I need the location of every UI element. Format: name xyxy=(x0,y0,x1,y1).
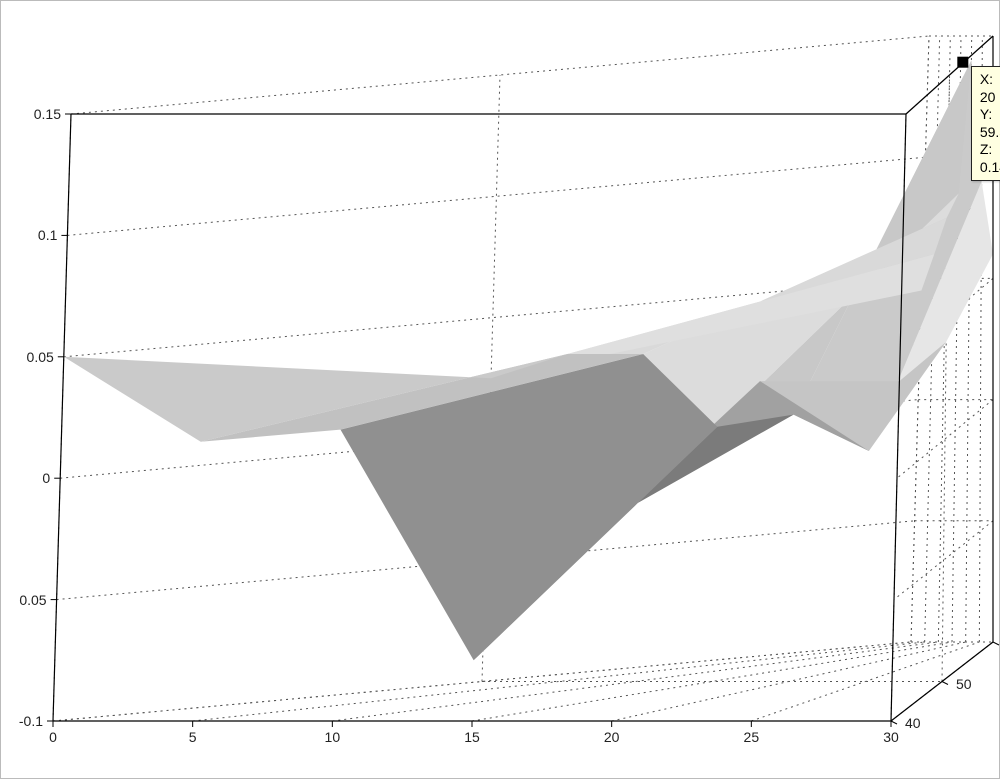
datatip-x: X: 20 xyxy=(980,71,1000,106)
y-tick-label: 40 xyxy=(905,715,921,731)
x-tick-label: 20 xyxy=(604,729,620,745)
datatip-y: Y: 59.5 xyxy=(980,106,1000,141)
x-tick-label: 15 xyxy=(464,729,480,745)
x-tick-label: 30 xyxy=(883,729,899,745)
z-tick-label: 0.1 xyxy=(38,227,57,243)
z-tick-label: 0.05 xyxy=(27,349,54,365)
z-tick-label: 0.05 xyxy=(19,592,46,608)
data-cursor-marker[interactable] xyxy=(958,57,968,67)
z-tick-label: 0.15 xyxy=(34,106,61,122)
z-tick-label: 0 xyxy=(42,470,50,486)
datatip-z: Z: 0.14 xyxy=(980,141,1000,176)
y-tick xyxy=(891,721,897,724)
y-tick xyxy=(942,682,948,685)
data-cursor-tooltip[interactable]: X: 20 Y: 59.5 Z: 0.14 xyxy=(971,66,1000,181)
y-tick-label: 50 xyxy=(956,676,972,692)
x-tick-label: 0 xyxy=(49,729,57,745)
z-tick-label: -0.1 xyxy=(19,713,43,729)
y-tick xyxy=(993,642,999,645)
axes-3d[interactable] xyxy=(1,1,1000,780)
x-tick-label: 10 xyxy=(325,729,341,745)
x-tick-label: 5 xyxy=(189,729,197,745)
figure-window: X: 20 Y: 59.5 Z: 0.14 -0.1 0.05 0 0.05 0.1 0.… xyxy=(0,0,1000,779)
x-tick-label: 25 xyxy=(744,729,760,745)
